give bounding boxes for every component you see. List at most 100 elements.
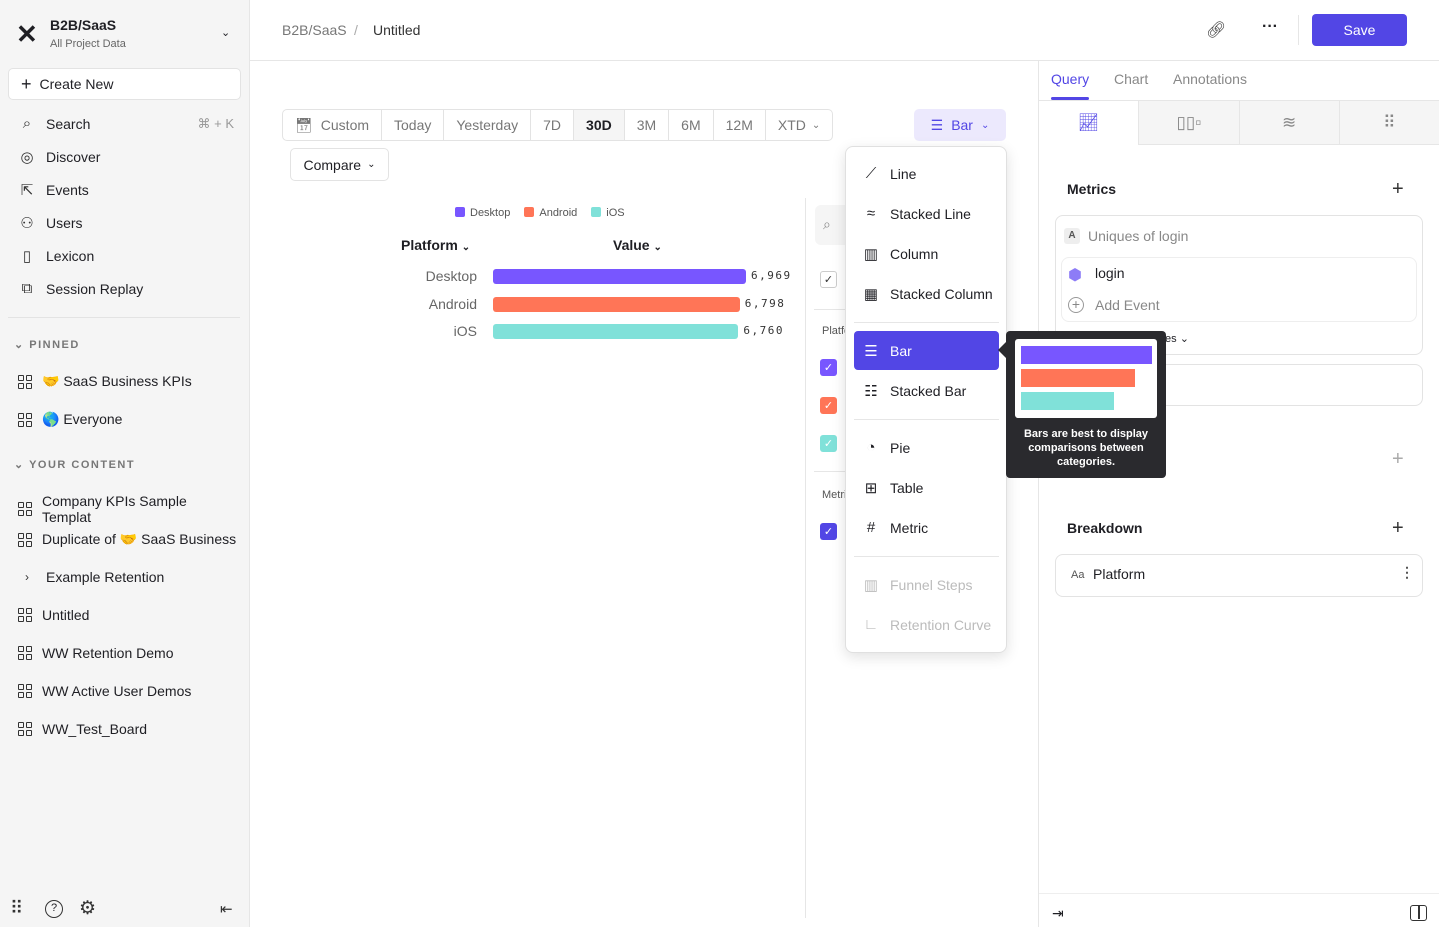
range-yesterday[interactable]: Yesterday xyxy=(444,110,532,140)
range-30d[interactable]: 30D xyxy=(574,110,625,140)
menu-item-stacked-bar[interactable]: ☷ Stacked Bar xyxy=(854,371,999,410)
category-label: iOS xyxy=(453,323,477,339)
content-item[interactable]: WW Retention Demo xyxy=(18,645,238,661)
nav-search[interactable]: ⌕ Search ⌘ + K xyxy=(18,115,238,132)
bar-ios[interactable] xyxy=(493,324,739,339)
compare-button[interactable]: Compare ⌄ xyxy=(290,148,389,181)
column-label: Value xyxy=(613,237,650,253)
desktop-checkbox[interactable]: ✓ xyxy=(820,359,837,376)
menu-item-stacked-line[interactable]: ≈ Stacked Line xyxy=(854,194,999,233)
search-icon[interactable]: ⌕ xyxy=(815,205,846,245)
help-icon[interactable]: ? xyxy=(45,900,63,918)
legend-swatch xyxy=(591,207,602,217)
nav-session-replay[interactable]: ⧉ Session Replay xyxy=(18,280,238,297)
preview-bar xyxy=(1021,369,1135,387)
your-content-section[interactable]: ⌄ YOUR CONTENT xyxy=(14,459,136,471)
chevron-down-icon[interactable]: ⌄ xyxy=(221,27,231,39)
chart-type-button[interactable]: ☰ Bar ⌄ xyxy=(914,109,1006,141)
range-today[interactable]: Today xyxy=(382,110,445,140)
pinned-section[interactable]: ⌄ PINNED xyxy=(14,339,80,351)
more-options-icon[interactable]: ··· xyxy=(1262,18,1278,35)
menu-item-table[interactable]: ⊞ Table xyxy=(854,468,999,507)
content-item[interactable]: Untitled xyxy=(18,607,238,623)
breadcrumb-current[interactable]: Untitled xyxy=(373,22,421,38)
add-filter-icon[interactable]: + xyxy=(1392,448,1404,470)
apps-grid-icon[interactable]: ⠿ xyxy=(10,898,24,918)
split-view-icon[interactable] xyxy=(1410,905,1427,921)
chevron-right-icon: › xyxy=(25,570,29,584)
legend-item[interactable]: iOS xyxy=(591,207,625,219)
menu-label: Stacked Column xyxy=(890,285,993,302)
event-name[interactable]: login xyxy=(1095,265,1125,281)
range-12m[interactable]: 12M xyxy=(714,110,766,140)
tooltip-text: Bars are best to display comparisons bet… xyxy=(1023,428,1149,468)
legend-item[interactable]: Android xyxy=(524,207,577,219)
nav-events[interactable]: ⇱ Events xyxy=(18,181,238,199)
insights-icon[interactable]: 📈︎ xyxy=(1039,101,1139,145)
column-header-platform[interactable]: Platform ⌄ xyxy=(401,237,470,253)
collapse-sidebar-icon[interactable]: ⇤ xyxy=(220,901,233,918)
range-6m[interactable]: 6M xyxy=(669,110,714,140)
menu-item-stacked-column[interactable]: ▦ Stacked Column xyxy=(854,274,999,313)
collapse-panel-icon[interactable]: ⇥ xyxy=(1052,905,1064,921)
range-7d[interactable]: 7D xyxy=(531,110,575,140)
android-checkbox[interactable]: ✓ xyxy=(820,397,837,414)
menu-item-bar[interactable]: ☰ Bar xyxy=(854,331,999,370)
add-metric-icon[interactable]: + xyxy=(1392,178,1404,200)
legend-label: Android xyxy=(539,207,578,219)
kebab-menu-icon[interactable]: ⋮ xyxy=(1400,564,1414,580)
content-item[interactable]: WW_Test_Board xyxy=(18,721,238,737)
board-icon xyxy=(18,412,32,427)
measurement-selector[interactable]: es ⌄ xyxy=(1165,332,1189,345)
retention-dots-icon[interactable]: ⠿ xyxy=(1338,101,1439,145)
add-event-button[interactable]: Add Event xyxy=(1095,297,1160,313)
active-tab-indicator xyxy=(1051,97,1089,100)
column-header-value[interactable]: Value ⌄ xyxy=(613,237,662,253)
filter-group-label: Metrics xyxy=(822,489,846,501)
pinned-item[interactable]: 🤝 SaaS Business KPIs xyxy=(18,373,238,390)
pinned-item[interactable]: 🌎 Everyone xyxy=(18,411,238,428)
stacked-bar-icon: ☷ xyxy=(864,382,878,400)
menu-item-line[interactable]: ⟋ Line xyxy=(854,154,999,193)
item-label: WW Retention Demo xyxy=(42,645,174,661)
content-item[interactable]: Company KPIs Sample Templat xyxy=(18,493,238,525)
save-button[interactable]: Save xyxy=(1312,14,1407,46)
menu-item-metric[interactable]: # Metric xyxy=(854,508,999,547)
metric-name[interactable]: Uniques of login xyxy=(1088,228,1189,244)
add-breakdown-icon[interactable]: + xyxy=(1392,517,1404,539)
funnels-icon[interactable]: ▯▯▫ xyxy=(1138,101,1239,145)
flows-icon[interactable]: ≋ xyxy=(1238,101,1339,145)
content-folder[interactable]: › Example Retention xyxy=(18,569,238,585)
tab-annotations[interactable]: Annotations xyxy=(1173,71,1247,87)
breakdown-value[interactable]: Platform xyxy=(1093,566,1146,582)
breadcrumb-project[interactable]: B2B/SaaS xyxy=(282,22,347,38)
content-item[interactable]: WW Active User Demos xyxy=(18,683,238,699)
tab-chart[interactable]: Chart xyxy=(1114,71,1149,87)
legend-item[interactable]: Desktop xyxy=(455,207,510,219)
tab-query[interactable]: Query xyxy=(1051,71,1090,87)
nav-users[interactable]: ⚇ Users xyxy=(18,214,238,232)
metric-checkbox[interactable]: ✓ xyxy=(820,523,837,540)
nav-discover[interactable]: ◎ Discover xyxy=(18,148,238,166)
users-icon: ⚇ xyxy=(20,215,34,232)
bar-desktop[interactable] xyxy=(493,269,746,284)
select-all-checkbox[interactable]: ✓ xyxy=(820,271,837,288)
menu-item-column[interactable]: ▥ Column xyxy=(854,234,999,273)
content-item[interactable]: Duplicate of 🤝 SaaS Business xyxy=(18,531,238,548)
add-event-icon[interactable]: + xyxy=(1068,297,1084,313)
breakdown-heading: Breakdown xyxy=(1067,520,1143,536)
link-icon[interactable]: 🔗︎ xyxy=(1206,22,1227,39)
range-xtd[interactable]: XTD ⌄ xyxy=(766,110,832,140)
ios-checkbox[interactable]: ✓ xyxy=(820,435,837,452)
nav-lexicon[interactable]: ▯ Lexicon xyxy=(18,247,238,265)
range-3m[interactable]: 3M xyxy=(625,110,670,140)
bar-android[interactable] xyxy=(493,297,740,312)
range-custom[interactable]: 📅︎ Custom xyxy=(283,110,383,140)
divider xyxy=(854,419,999,420)
project-name[interactable]: B2B/SaaS xyxy=(50,17,117,33)
settings-gear-icon[interactable]: ⚙ xyxy=(79,898,97,919)
create-new-button[interactable]: + Create New xyxy=(8,68,241,100)
menu-item-pie[interactable]: ◔ Pie xyxy=(854,428,999,467)
item-label: Company KPIs Sample Templat xyxy=(42,493,187,525)
breakdown-card[interactable] xyxy=(1055,554,1423,597)
